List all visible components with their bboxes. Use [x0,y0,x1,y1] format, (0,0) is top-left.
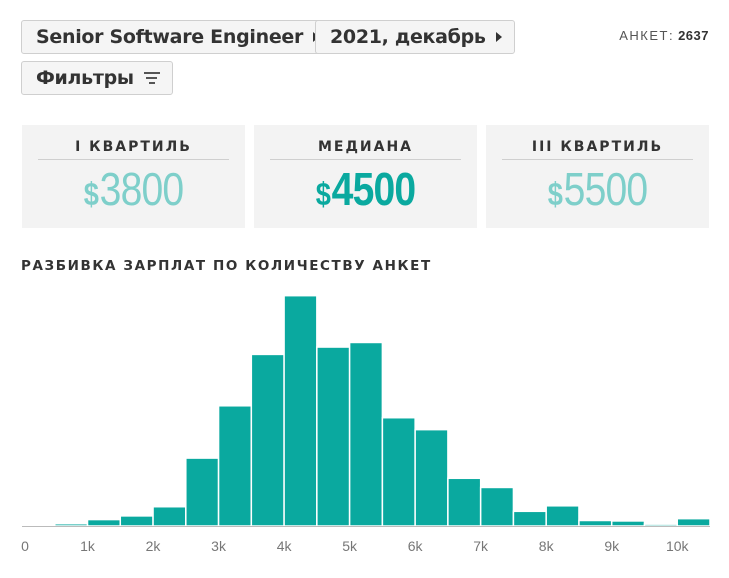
x-tick-label: 2k [146,538,162,554]
stat-label: III КВАРТИЛЬ [502,139,693,160]
stat-number: 3800 [99,163,184,215]
period-filter-button[interactable]: 2021, декабрь [315,20,515,54]
histogram-bar [512,510,547,527]
histogram-bar [316,346,351,527]
stat-median: МЕДИАНА $4500 [254,125,477,228]
stat-value: $5500 [503,163,693,220]
responses-count: АНКЕТ: 2637 [619,28,709,43]
position-filter-button[interactable]: Senior Software Engineer [21,20,333,54]
histogram-bar [578,519,613,527]
x-tick-label: 6k [408,538,424,554]
stat-third-quartile: III КВАРТИЛЬ $5500 [486,125,709,228]
histogram-bar [185,457,220,527]
stat-number: 4500 [331,163,416,215]
histogram-bar [414,428,449,527]
histogram-bar [217,405,253,527]
histogram-bar [676,517,711,527]
currency-sign: $ [547,176,563,212]
histogram-bar [447,477,482,527]
histogram-bar [545,505,580,527]
x-tick-label: 0 [21,538,29,554]
x-tick-label: 1k [80,538,96,554]
x-tick-label: 7k [473,538,489,554]
x-tick-label: 3k [211,538,227,554]
filters-button-label: Фильтры [36,67,134,89]
stat-number: 5500 [563,163,648,215]
stat-label: МЕДИАНА [270,139,461,160]
filter-icon [143,72,160,84]
histogram-bar [381,416,416,527]
x-tick-label: 8k [539,538,555,554]
responses-count-value: 2637 [678,28,709,43]
x-tick-label: 4k [277,538,293,554]
responses-count-label: АНКЕТ: [619,28,675,43]
histogram-bar [152,505,187,527]
stat-value: $3800 [39,163,229,220]
histogram-bar [643,523,678,527]
histogram-bar [86,518,122,527]
position-filter-label: Senior Software Engineer [36,26,304,48]
histogram-bar [250,353,285,527]
histogram-bar [479,486,515,527]
stat-first-quartile: I КВАРТИЛЬ $3800 [22,125,245,228]
chart-title: РАЗБИВКА ЗАРПЛАТ ПО КОЛИЧЕСТВУ АНКЕТ [21,258,432,274]
currency-sign: $ [315,176,331,212]
x-tick-label: 5k [342,538,358,554]
filters-button[interactable]: Фильтры [21,61,173,95]
currency-sign: $ [83,176,99,212]
salary-histogram: 0 1k 2k 3k 4k 5k 6k 7k 8k 9k 10k [21,294,711,554]
x-tick-label: 9k [604,538,620,554]
period-filter-label: 2021, декабрь [330,26,486,48]
histogram-bar [119,515,154,527]
histogram-bar [348,341,384,527]
stat-label: I КВАРТИЛЬ [38,139,229,160]
x-tick-label: 10k [666,538,690,554]
stat-value: $4500 [271,163,461,220]
histogram-bar [610,520,646,527]
caret-right-icon [495,32,502,42]
histogram-bar [283,294,318,527]
histogram-bar [54,522,89,527]
